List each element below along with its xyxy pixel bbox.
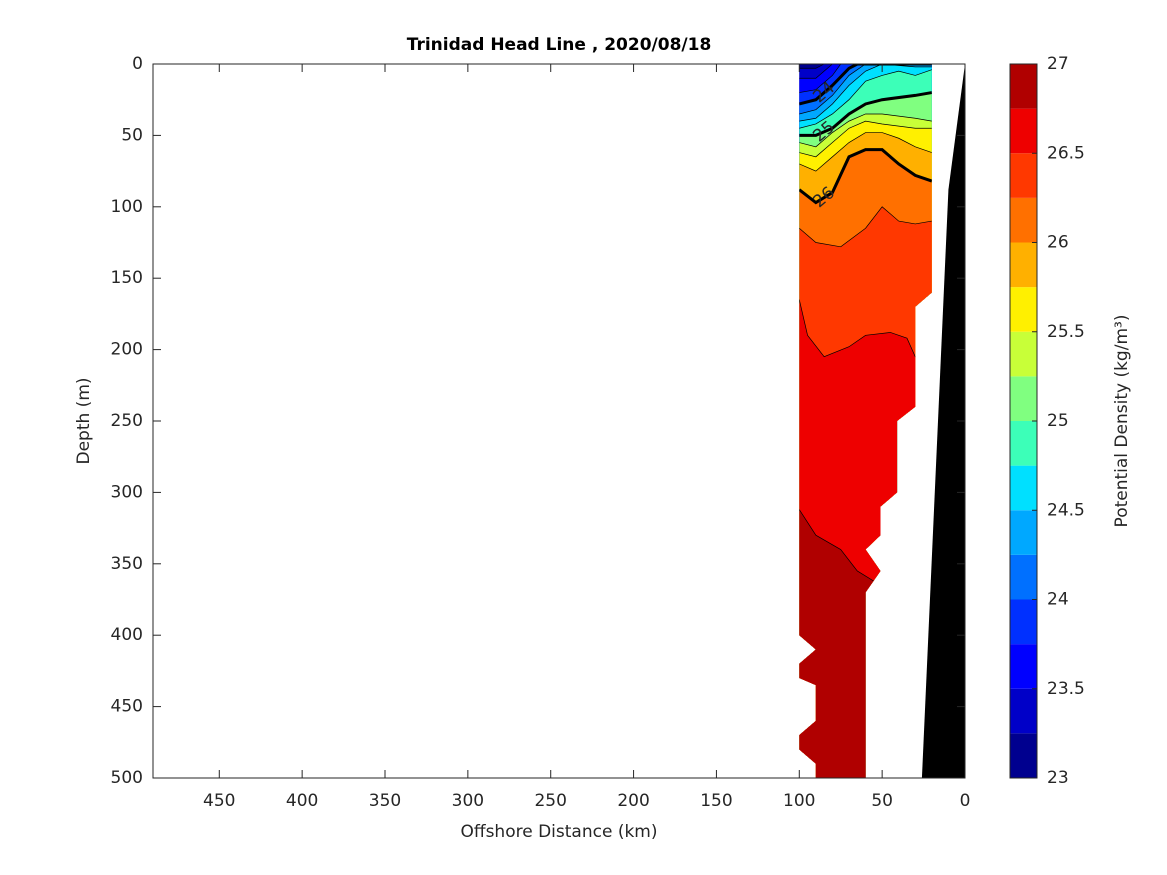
colorbar-swatch [1010, 331, 1037, 377]
x-tick-label: 350 [369, 791, 401, 811]
y-axis-label: Depth (m) [74, 377, 94, 464]
x-tick-label: 50 [871, 791, 893, 811]
contour-line [799, 64, 932, 69]
colorbar-tick-label: 23 [1047, 768, 1069, 788]
colorbar-swatch [1010, 197, 1037, 243]
colorbar-tick-label: 24 [1047, 590, 1069, 610]
contour-line [799, 64, 932, 122]
contour-lines [799, 64, 932, 593]
y-tick-label: 200 [111, 340, 143, 360]
y-tick-label: 250 [111, 411, 143, 431]
colorbar-swatch [1010, 554, 1037, 600]
y-tick-label: 450 [111, 697, 143, 717]
x-axis-label: Offshore Distance (km) [460, 822, 657, 842]
colorbar-tick-label: 24.5 [1047, 500, 1085, 520]
colorbar-tick-label: 25 [1047, 411, 1069, 431]
bathymetry [921, 64, 965, 778]
contour-line [799, 64, 932, 106]
colorbar-tick-label: 27 [1047, 54, 1069, 74]
colorbar-swatch [1010, 421, 1037, 466]
y-tick-label: 100 [111, 197, 143, 217]
colorbar-swatch [1010, 688, 1037, 734]
y-tick-label: 150 [111, 268, 143, 288]
colorbar-swatch [1010, 599, 1037, 645]
contour-line [799, 299, 932, 358]
x-tick-label: 0 [960, 791, 971, 811]
contour-line [799, 64, 932, 79]
colorbar-swatch [1010, 287, 1037, 332]
contour-line [799, 64, 932, 93]
colorbar-swatch [1010, 376, 1037, 421]
colorbar-label: Potential Density (kg/m³) [1112, 315, 1132, 528]
colorbar-swatch [1010, 242, 1037, 288]
contour-line [799, 120, 932, 158]
x-tick-label: 200 [617, 791, 649, 811]
colorbar-swatch [1010, 733, 1037, 778]
x-tick-label: 450 [203, 791, 235, 811]
contour-line [799, 113, 932, 148]
contour-line [799, 64, 932, 115]
colorbar-tick-label: 25.5 [1047, 322, 1085, 342]
colorbar-swatch [1010, 153, 1037, 198]
colorbar-tick-label: 26.5 [1047, 143, 1085, 163]
chart-title: Trinidad Head Line , 2020/08/18 [407, 35, 712, 55]
y-tick-label: 300 [111, 482, 143, 502]
y-tick-label: 350 [111, 554, 143, 574]
colorbar-swatch [1010, 64, 1037, 109]
x-tick-label: 250 [534, 791, 566, 811]
contour-line [799, 132, 932, 172]
colorbar-swatch [1010, 644, 1037, 689]
colorbar-swatch [1010, 108, 1037, 154]
y-tick-label: 0 [132, 54, 143, 74]
colorbar-swatch [1010, 465, 1037, 511]
x-tick-label: 400 [286, 791, 318, 811]
colorbar-tick-label: 23.5 [1047, 679, 1085, 699]
contour-line [799, 206, 932, 248]
contour-line [799, 91, 932, 137]
y-tick-label: 50 [121, 125, 143, 145]
y-tick-label: 500 [111, 768, 143, 788]
colorbar-tick-label: 26 [1047, 233, 1069, 253]
x-tick-label: 100 [783, 791, 815, 811]
x-tick-label: 150 [700, 791, 732, 811]
contour-line [799, 148, 932, 205]
x-tick-label: 300 [452, 791, 484, 811]
colorbar-swatch [1010, 510, 1037, 555]
y-tick-label: 400 [111, 625, 143, 645]
contour-line [799, 69, 932, 129]
